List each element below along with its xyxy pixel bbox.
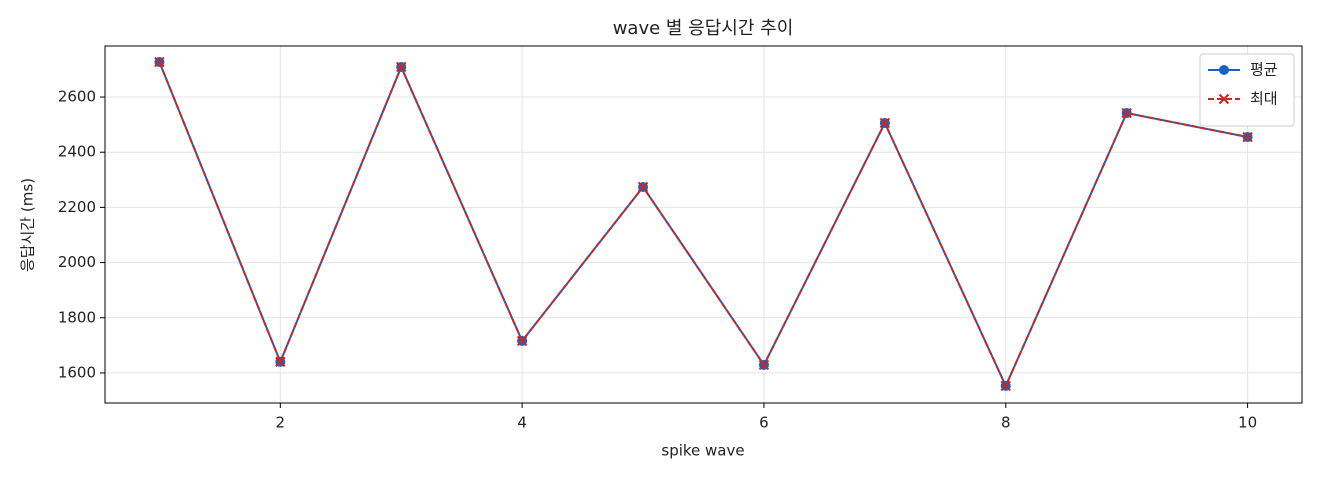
series-line — [158, 61, 1248, 389]
legend-label: 평균 — [1250, 61, 1278, 79]
plot-frame — [104, 45, 1303, 404]
x-tick-label: 4 — [517, 414, 527, 432]
data-point — [275, 356, 286, 368]
y-tick-label: 1800 — [58, 308, 96, 326]
legend-label: 최대 — [1250, 90, 1278, 108]
series-line — [158, 61, 1248, 389]
y-tick-label: 2400 — [58, 143, 96, 161]
data-point — [637, 181, 649, 193]
legend-marker — [1219, 65, 1229, 75]
x-tick-label: 6 — [759, 414, 769, 432]
data-point — [396, 61, 407, 73]
y-tick-label: 2600 — [58, 88, 96, 106]
data-point — [154, 56, 165, 68]
x-tick-label: 2 — [276, 414, 286, 432]
x-tick-label: 8 — [1001, 414, 1011, 432]
chart-title: wave 별 응답시간 추이 — [613, 18, 794, 39]
x-axis-label: spike wave — [661, 442, 744, 460]
y-tick-label: 1600 — [58, 363, 96, 381]
y-tick-label: 2200 — [58, 198, 96, 216]
data-point — [516, 335, 528, 347]
x-tick-label: 10 — [1238, 414, 1257, 432]
data-point — [1242, 131, 1253, 143]
legend-marker — [1218, 93, 1230, 105]
data-point — [879, 117, 891, 129]
data-point — [1121, 107, 1132, 119]
y-tick-label: 2000 — [58, 253, 96, 271]
data-point — [1000, 380, 1011, 392]
y-axis-label: 응답시간 (ms) — [19, 178, 37, 272]
legend-box — [1199, 53, 1295, 127]
data-point — [758, 359, 770, 371]
